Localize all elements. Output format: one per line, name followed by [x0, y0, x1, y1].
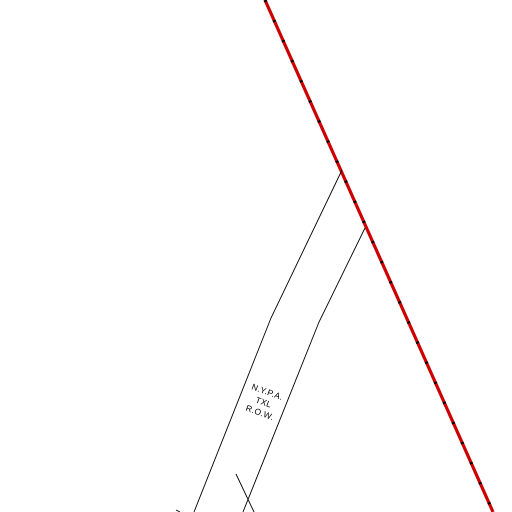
row-corridor-left-edge	[193, 169, 343, 512]
row-corridor-tick	[235, 473, 255, 512]
boundary-line	[263, 0, 495, 512]
row-corridor-label: N.Y.P.A. TXL R.O.W.	[244, 381, 284, 422]
row-corridor-right-edge	[242, 227, 366, 512]
boundary-line-red	[263, 0, 495, 512]
row-corridor	[175, 169, 366, 512]
